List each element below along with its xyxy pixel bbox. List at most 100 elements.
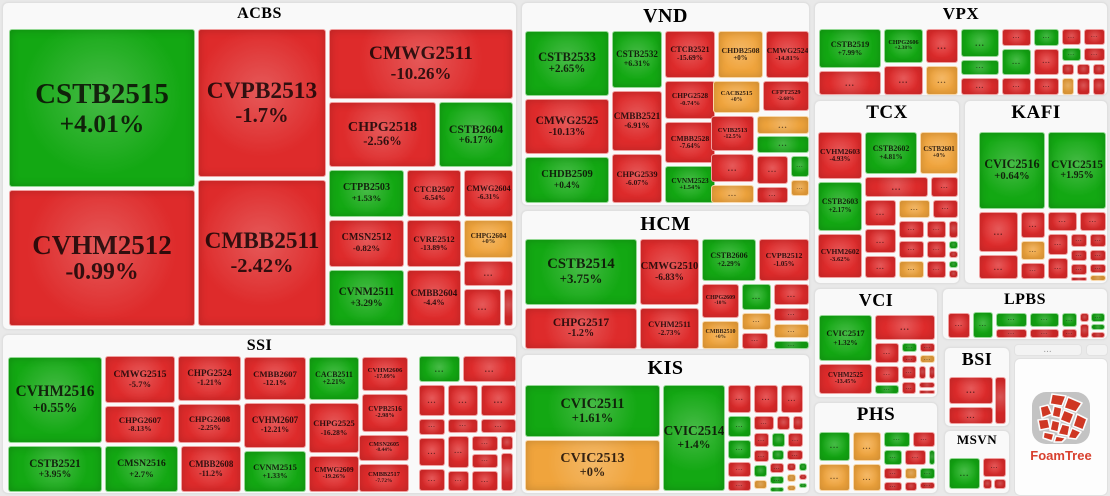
cell-more[interactable]: ... — [728, 462, 751, 477]
cell-more[interactable]: ... — [728, 416, 751, 437]
collapsed-group[interactable] — [1086, 344, 1108, 356]
cell-more[interactable]: ... — [819, 432, 850, 461]
cell-more[interactable]: ... — [757, 116, 809, 134]
group-title-bsi[interactable]: BSI — [961, 349, 993, 369]
group-title-acbs[interactable]: ACBS — [237, 5, 282, 22]
cell-more[interactable]: ... — [1048, 258, 1068, 279]
cell-more[interactable]: ... — [875, 315, 935, 340]
cell-more[interactable]: ... — [884, 468, 902, 479]
cell-more[interactable]: ... — [884, 432, 910, 447]
cell-more[interactable]: ... — [770, 476, 784, 484]
cell-more[interactable] — [501, 453, 513, 491]
cell-more[interactable]: ... — [902, 366, 916, 379]
cell-more[interactable]: ... — [1021, 263, 1045, 279]
cell-more[interactable]: ... — [931, 177, 958, 197]
cell-more[interactable]: ... — [1071, 250, 1087, 261]
cell-more[interactable] — [754, 480, 767, 489]
cell-cvic2513[interactable]: CVIC2513 +0% — [525, 440, 660, 491]
cell-more[interactable] — [949, 241, 958, 249]
cell-chpg2539[interactable]: CHPG2539 -6.07% — [612, 154, 662, 203]
cell-more[interactable]: ... — [754, 450, 769, 462]
cell-more[interactable]: ... — [926, 66, 958, 95]
cell-more[interactable] — [983, 479, 992, 489]
cell-more[interactable] — [949, 251, 958, 258]
cell-more[interactable]: ... — [1071, 264, 1087, 275]
cell-more[interactable]: ... — [920, 468, 935, 479]
cell-more[interactable]: ... — [757, 156, 788, 184]
cell-ctpb2503[interactable]: CTPB2503 +1.53% — [329, 170, 404, 217]
cell-more[interactable] — [1080, 313, 1089, 322]
cell-more[interactable]: ... — [1021, 241, 1045, 260]
group-phs[interactable]: PHS.................................... — [814, 402, 938, 494]
cell-cmwg2515[interactable]: CMWG2515 -5.7% — [105, 356, 175, 403]
cell-more[interactable] — [1093, 64, 1105, 75]
cell-cmsn2605[interactable]: CMSN2605 -8.44% — [359, 435, 409, 461]
cell-cvpb2516[interactable]: CVPB2516 -2.98% — [362, 394, 408, 432]
cell-cmbb2604[interactable]: CMBB2604 -4.4% — [407, 270, 461, 326]
group-title-kafi[interactable]: KAFI — [1011, 102, 1061, 123]
cell-more[interactable]: ... — [1090, 234, 1106, 247]
cell-more[interactable]: ... — [742, 313, 771, 330]
cell-more[interactable]: ... — [757, 187, 788, 203]
cell-more[interactable]: ... — [448, 419, 478, 433]
cell-more[interactable]: ... — [875, 385, 899, 394]
cell-more[interactable] — [929, 450, 935, 465]
cell-more[interactable]: ... — [973, 312, 993, 338]
cell-more[interactable]: ... — [481, 419, 516, 433]
cell-more[interactable]: ... — [728, 480, 751, 491]
cell-more[interactable]: ... — [949, 377, 993, 404]
cell-more[interactable]: ... — [464, 289, 501, 326]
cell-cstb2603[interactable]: CSTB2603 +2.17% — [818, 182, 862, 231]
cell-cacb2515[interactable]: CACB2515 +0% — [713, 81, 760, 113]
cell-cvre2512[interactable]: CVRE2512 -13.89% — [407, 220, 461, 267]
cell-more[interactable]: ... — [902, 343, 917, 352]
cell-more[interactable]: ... — [419, 356, 460, 382]
cell-cmbb2511[interactable]: CMBB2511 -2.42% — [198, 180, 326, 326]
cell-more[interactable]: ... — [711, 185, 754, 203]
cell-more[interactable]: ... — [448, 385, 478, 416]
cell-more[interactable]: ... — [791, 156, 809, 177]
cell-more[interactable]: ... — [463, 356, 516, 382]
cell-more[interactable]: ... — [927, 241, 946, 258]
cell-more[interactable]: ... — [899, 241, 924, 258]
cell-more[interactable] — [777, 416, 790, 430]
cell-cstb2602[interactable]: CSTB2602 +4.81% — [865, 132, 917, 174]
cell-more[interactable]: ... — [875, 366, 899, 383]
cell-more[interactable]: ... — [902, 355, 917, 363]
cell-more[interactable] — [504, 289, 513, 326]
cell-more[interactable]: ... — [1034, 78, 1059, 95]
group-title-phs[interactable]: PHS — [856, 404, 896, 425]
cell-more[interactable] — [772, 433, 785, 447]
cell-cvpb2513[interactable]: CVPB2513 -1.7% — [198, 29, 326, 177]
cell-cstb2515[interactable]: CSTB2515 +4.01% — [9, 29, 195, 187]
cell-more[interactable]: ... — [1002, 29, 1031, 46]
cell-more[interactable] — [1091, 332, 1105, 338]
cell-more[interactable]: ... — [961, 60, 999, 75]
cell-more[interactable]: ... — [1002, 49, 1031, 75]
cell-cmbb2510[interactable]: CMBB2510 +0% — [702, 321, 739, 349]
cell-more[interactable]: ... — [1048, 212, 1077, 231]
cell-more[interactable] — [994, 479, 1006, 489]
cell-more[interactable]: ... — [464, 261, 513, 286]
cell-chpg2604[interactable]: CHPG2604 +0% — [464, 220, 513, 258]
cell-more[interactable]: ... — [742, 333, 768, 349]
cell-more[interactable] — [1062, 64, 1074, 75]
group-bsi[interactable]: BSI...... — [944, 347, 1010, 427]
group-title-msvn[interactable]: MSVN — [956, 432, 998, 447]
cell-more[interactable]: ... — [884, 66, 923, 95]
cell-cmbb2521[interactable]: CMBB2521 -6.91% — [612, 91, 662, 151]
cell-chpg2608[interactable]: CHPG2608 -2.25% — [178, 404, 241, 443]
cell-more[interactable]: ... — [472, 436, 498, 451]
cell-more[interactable]: ... — [754, 433, 769, 447]
collapsed-group[interactable]: ... — [1014, 344, 1082, 356]
cell-ctcb2507[interactable]: CTCB2507 -6.54% — [407, 170, 461, 217]
cell-cvic2516[interactable]: CVIC2516 +0.64% — [979, 132, 1045, 209]
cell-more[interactable] — [919, 390, 935, 394]
cell-more[interactable]: ... — [996, 313, 1027, 327]
cell-cstb2521[interactable]: CSTB2521 +3.95% — [8, 446, 102, 492]
cell-more[interactable]: ... — [774, 284, 809, 305]
cell-cvhm2512[interactable]: CVHM2512 -0.99% — [9, 190, 195, 326]
group-vpx[interactable]: VPX CSTB2519 +7.99% CHPG2606 +2.38%.........… — [814, 2, 1108, 96]
cell-more[interactable]: ... — [711, 154, 754, 182]
cell-more[interactable] — [799, 463, 807, 471]
